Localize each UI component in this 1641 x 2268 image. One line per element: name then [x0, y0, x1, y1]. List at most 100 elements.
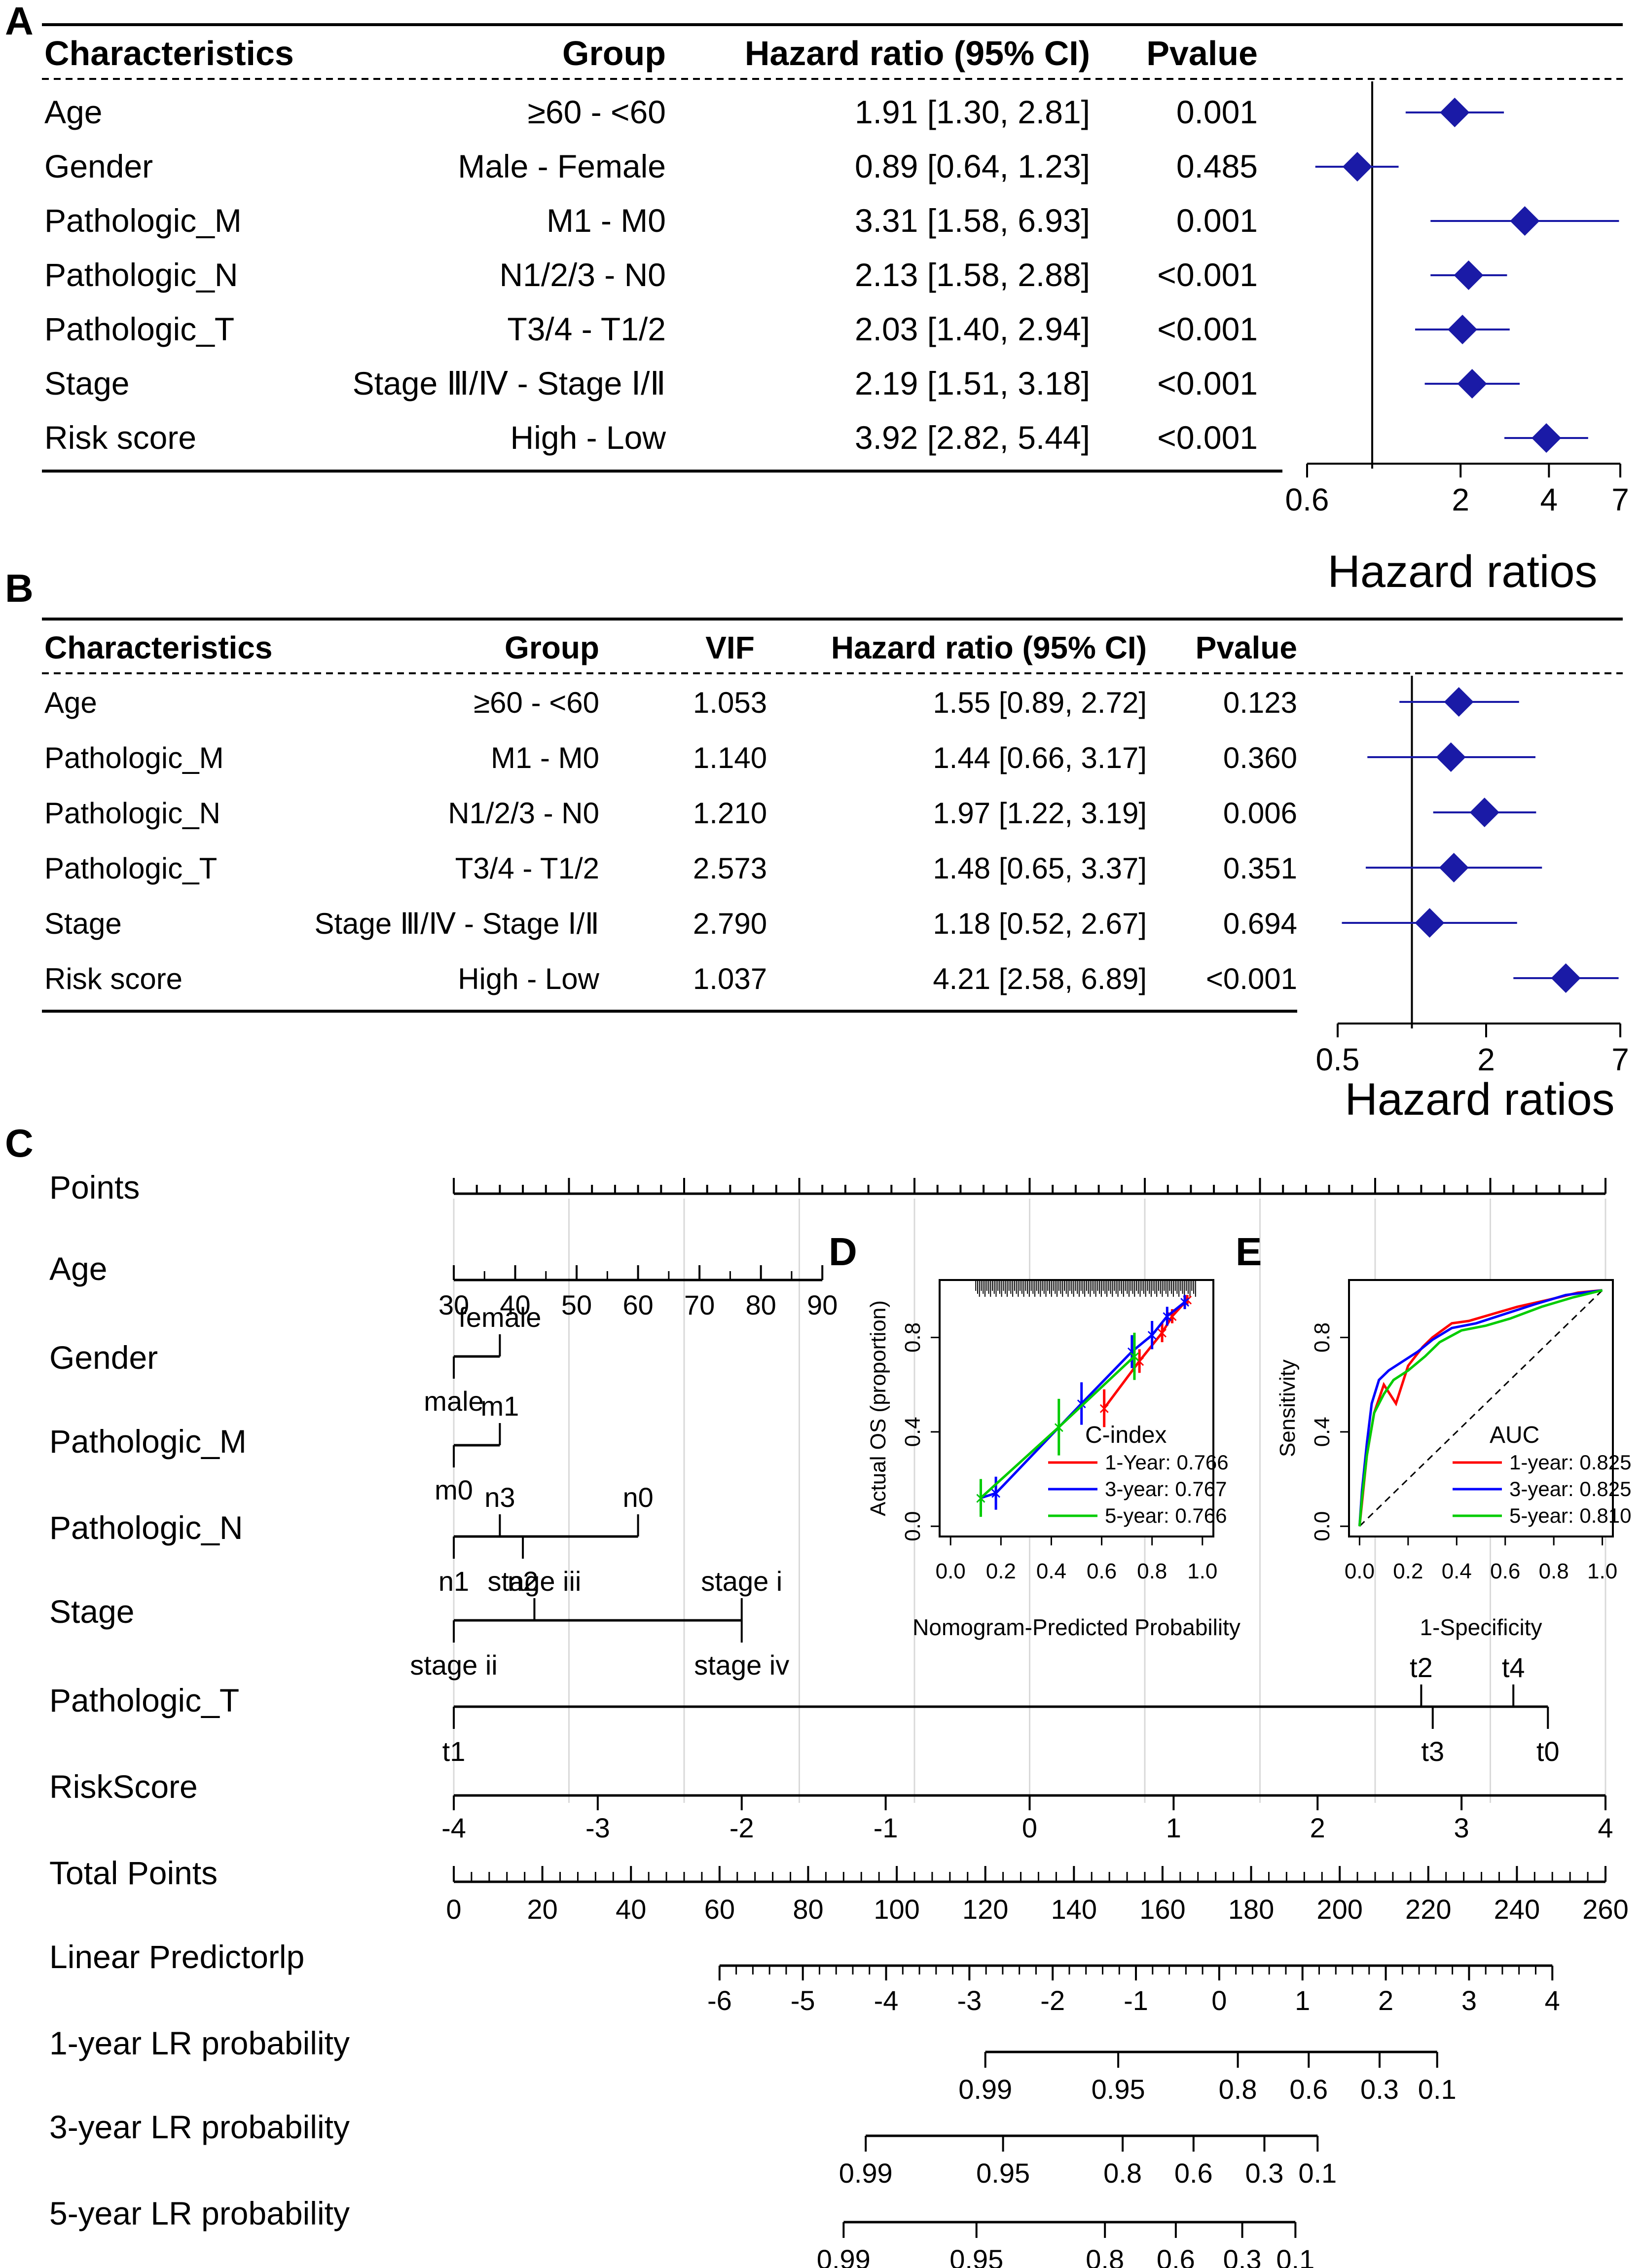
- pathologic-n-level-label: n2: [508, 1566, 538, 1597]
- hr-marker-age: [1440, 98, 1470, 127]
- cell-hr_text: 2.13 [1.58, 2.88]: [855, 256, 1090, 293]
- age-tick-label: 30: [438, 1289, 469, 1320]
- x-axis-label: Hazard ratios: [1327, 547, 1597, 597]
- x-tick-label: 1.0: [1187, 1559, 1217, 1583]
- cell-group: N1/2/3 - N0: [448, 797, 599, 830]
- linear-predictor-tick-label: -6: [707, 1985, 732, 2016]
- linear-predictor-tick-label: -2: [1040, 1985, 1065, 2016]
- cell-p: <0.001: [1157, 419, 1258, 456]
- row-label-age: Age: [49, 1250, 107, 1287]
- header-group: Group: [505, 630, 599, 665]
- cell-group: High - Low: [511, 419, 666, 456]
- panel-letter: B: [5, 566, 34, 610]
- hr-marker-pathologic-m: [1510, 206, 1540, 236]
- hr-marker-stage: [1457, 369, 1487, 399]
- total-points-tick-label: 100: [874, 1894, 919, 1925]
- cell-name: Pathologic_M: [44, 202, 242, 239]
- total-points-tick-label: 40: [616, 1894, 646, 1925]
- legend-title: C-index: [1085, 1422, 1167, 1448]
- cell-vif: 1.210: [693, 797, 767, 830]
- x-axis-label: Nomogram-Predicted Probability: [912, 1614, 1240, 1640]
- cell-p: 0.001: [1176, 94, 1258, 130]
- five-year-probability-tick-label: 0.3: [1223, 2244, 1262, 2268]
- pathologic-t-level-label: t4: [1502, 1652, 1525, 1683]
- pathologic-m-level-label: m0: [435, 1474, 473, 1505]
- cell-name: Risk score: [44, 962, 182, 995]
- one-year-probability-tick-label: 0.99: [958, 2074, 1012, 2105]
- x-tick-label: 0.4: [1036, 1559, 1066, 1583]
- cell-p: 0.485: [1176, 148, 1258, 184]
- panel-letter: D: [829, 1230, 857, 1274]
- pathologic-n-level-label: n0: [622, 1482, 653, 1513]
- cell-vif: 1.037: [693, 962, 767, 995]
- point-marker-3-year: ×: [1162, 1306, 1173, 1327]
- pathologic-n-level-label: n1: [438, 1566, 469, 1597]
- y-axis-label: Sensitivity: [1276, 1359, 1300, 1457]
- point-marker-3-year: ×: [990, 1483, 1001, 1504]
- age-tick-label: 80: [746, 1289, 776, 1320]
- total-points-tick-label: 120: [962, 1894, 1008, 1925]
- x-tick-label: 2: [1477, 1042, 1495, 1077]
- total-points-tick-label: 240: [1494, 1894, 1540, 1925]
- cell-group: N1/2/3 - N0: [500, 256, 666, 293]
- panel-d-calibration-plot: D 0.0 0.2 0.4 0.6 0.8 1.0 0.0 0.4 0.8 Nomogram-Pre…: [829, 1230, 1240, 1640]
- five-year-probability-tick-label: 0.8: [1086, 2244, 1124, 2268]
- linear-predictor-tick-label: 0: [1211, 1985, 1227, 2016]
- row-label-pathologic-m: Pathologic_M: [49, 1423, 247, 1460]
- age-tick-label: 50: [561, 1289, 592, 1320]
- total-points-tick-label: 20: [527, 1894, 557, 1925]
- x-tick-label: 0.8: [1539, 1559, 1569, 1583]
- one-year-probability-tick-label: 0.95: [1092, 2074, 1145, 2105]
- legend-label-1-year: 1-year: 0.825: [1509, 1451, 1632, 1474]
- hr-marker-pathologic-m: [1436, 742, 1466, 772]
- point-marker-1-year: ×: [1098, 1398, 1110, 1420]
- age-tick-label: 60: [622, 1289, 653, 1320]
- stage-level-label: stage ii: [410, 1649, 497, 1681]
- cell-hr_text: 1.18 [0.52, 2.67]: [933, 907, 1147, 940]
- cell-group: High - Low: [458, 962, 599, 995]
- x-tick-label: 1.0: [1587, 1559, 1617, 1583]
- header-group: Group: [562, 34, 666, 73]
- cell-name: Stage: [44, 365, 129, 402]
- y-tick-label: 0.4: [1310, 1417, 1334, 1447]
- three-year-probability-tick-label: 0.99: [839, 2158, 893, 2189]
- total-points-tick-label: 80: [793, 1894, 823, 1925]
- total-points-tick-label: 260: [1582, 1894, 1628, 1925]
- cell-p: 0.360: [1223, 741, 1297, 774]
- five-year-probability-tick-label: 0.95: [949, 2244, 1003, 2268]
- row-label-riskscore: RiskScore: [49, 1768, 198, 1805]
- panel-b-forest-plot: B Characteristics Group VIF Hazard ratio (95…: [5, 566, 1629, 1125]
- x-tick-label: 4: [1540, 482, 1558, 517]
- series-line-3-year: [1358, 1289, 1603, 1527]
- point-marker-5-year: ×: [1129, 1346, 1140, 1368]
- cell-name: Pathologic_N: [44, 256, 238, 293]
- point-marker-3-year: ×: [1076, 1393, 1087, 1415]
- one-year-probability-tick-label: 0.1: [1418, 2074, 1457, 2105]
- y-tick-label: 0.8: [901, 1322, 925, 1353]
- x-axis-label: 1-Specificity: [1420, 1614, 1542, 1640]
- linear-predictor-tick-label: -1: [1124, 1985, 1148, 2016]
- cell-name: Risk score: [44, 419, 196, 456]
- x-tick-label: 0.5: [1316, 1042, 1360, 1077]
- hr-marker-pathologic-t: [1448, 315, 1478, 344]
- row-label-points: Points: [49, 1169, 140, 1206]
- three-year-probability-tick-label: 0.6: [1174, 2158, 1213, 2189]
- cell-hr_text: 1.55 [0.89, 2.72]: [933, 686, 1147, 719]
- cell-p: <0.001: [1157, 256, 1258, 293]
- x-tick-label: 7: [1611, 1042, 1629, 1077]
- cell-p: 0.351: [1223, 852, 1297, 885]
- header-characteristics: Characteristics: [44, 34, 294, 73]
- hr-marker-pathologic-n: [1454, 260, 1484, 290]
- x-tick-label: 0.0: [1345, 1559, 1375, 1583]
- cell-hr_text: 2.19 [1.51, 3.18]: [855, 365, 1090, 402]
- header-hazard-ratio-95-ci-: Hazard ratio (95% CI): [745, 34, 1090, 73]
- cell-group: Stage Ⅲ/Ⅳ - Stage Ⅰ/Ⅱ: [353, 365, 666, 402]
- header-vif: VIF: [705, 630, 755, 665]
- x-tick-label: 0.6: [1490, 1559, 1520, 1583]
- linear-predictor-tick-label: -4: [874, 1985, 899, 2016]
- panel-letter: C: [5, 1121, 34, 1165]
- pathologic-m-level-label: m1: [481, 1390, 519, 1422]
- header-hazard-ratio-95-ci-: Hazard ratio (95% CI): [831, 630, 1147, 665]
- point-marker-5-year: ×: [1053, 1417, 1064, 1438]
